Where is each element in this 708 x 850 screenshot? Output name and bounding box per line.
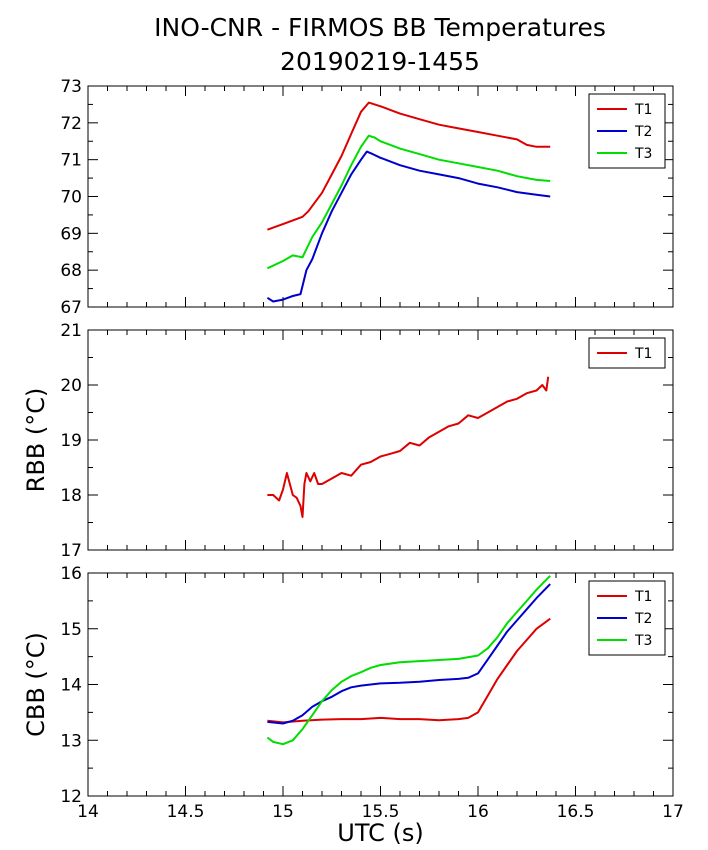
middle-legend-label-t1: T1 xyxy=(634,346,652,362)
top-ytick-label: 73 xyxy=(60,77,82,97)
middle-series-t1-line xyxy=(267,376,550,518)
bottom-ytick-label: 13 xyxy=(60,731,82,751)
bottom-xtick-label: 15.5 xyxy=(362,802,400,822)
bottom-legend-label-t1: T1 xyxy=(634,589,652,605)
top-ytick-label: 67 xyxy=(60,298,82,318)
bottom-xtick-label: 14 xyxy=(77,802,99,822)
chart-title-line2: 20190219-1455 xyxy=(280,47,480,76)
middle-panel: 17 18 19 20 21 RBB (°C) T1 xyxy=(22,321,674,561)
bottom-panel: 14 14.5 15 15.5 16 16.5 17 12 13 14 15 16 CBB (°C) UT… xyxy=(22,564,684,847)
chart-title-line1: INO-CNR - FIRMOS BB Temperatures xyxy=(154,13,606,42)
middle-legend: T1 xyxy=(588,337,666,369)
middle-ytick-label: 18 xyxy=(60,486,82,506)
top-legend-label-t2: T2 xyxy=(634,124,652,140)
top-frame xyxy=(87,85,674,308)
bottom-xtick-label: 16 xyxy=(467,802,489,822)
middle-ytick-label: 20 xyxy=(60,376,82,396)
middle-ytick-label: 21 xyxy=(60,321,82,341)
bottom-xtick-label: 15 xyxy=(272,802,294,822)
bottom-series-t3-line xyxy=(266,575,551,746)
top-ytick-label: 68 xyxy=(60,261,82,281)
top-legend: T1 T2 T3 xyxy=(588,93,666,169)
middle-ytick-label: 19 xyxy=(60,431,82,451)
top-series-t3-line xyxy=(266,134,551,270)
chart-panels: 67 68 69 70 71 72 73 T1 T2 T3 17 18 19 20 21 RBB (°C) T1… xyxy=(22,77,684,847)
middle-ytick-label: 17 xyxy=(60,541,82,561)
bottom-ytick-label: 14 xyxy=(60,676,82,696)
bottom-ytick-label: 16 xyxy=(60,564,82,584)
bottom-ytick-label: 12 xyxy=(60,787,82,807)
top-ytick-label: 71 xyxy=(60,151,82,171)
bottom-series-t2-line xyxy=(267,583,551,725)
bottom-ylabel: CBB (°C) xyxy=(22,632,50,737)
bottom-legend: T1 T2 T3 xyxy=(588,580,666,656)
top-legend-label-t1: T1 xyxy=(634,102,652,118)
middle-ylabel: RBB (°C) xyxy=(22,388,50,493)
bottom-series-t1-line xyxy=(267,617,551,724)
middle-frame xyxy=(87,329,674,551)
top-panel: 67 68 69 70 71 72 73 T1 T2 T3 xyxy=(60,77,674,318)
bottom-xtick-label: 16.5 xyxy=(557,802,595,822)
bottom-legend-label-t2: T2 xyxy=(634,611,652,627)
top-series-t1-line xyxy=(267,101,551,231)
bottom-xtick-label: 14.5 xyxy=(167,802,205,822)
top-ytick-label: 70 xyxy=(60,188,82,208)
top-series-t2-line xyxy=(266,150,551,303)
bottom-xtick-label: 17 xyxy=(662,802,684,822)
bottom-frame xyxy=(87,572,674,797)
bottom-ytick-label: 15 xyxy=(60,620,82,640)
top-legend-label-t3: T3 xyxy=(634,146,652,162)
bottom-xlabel: UTC (s) xyxy=(337,819,423,847)
bottom-legend-label-t3: T3 xyxy=(634,633,652,649)
top-ytick-label: 72 xyxy=(60,114,82,134)
top-ytick-label: 69 xyxy=(60,224,82,244)
